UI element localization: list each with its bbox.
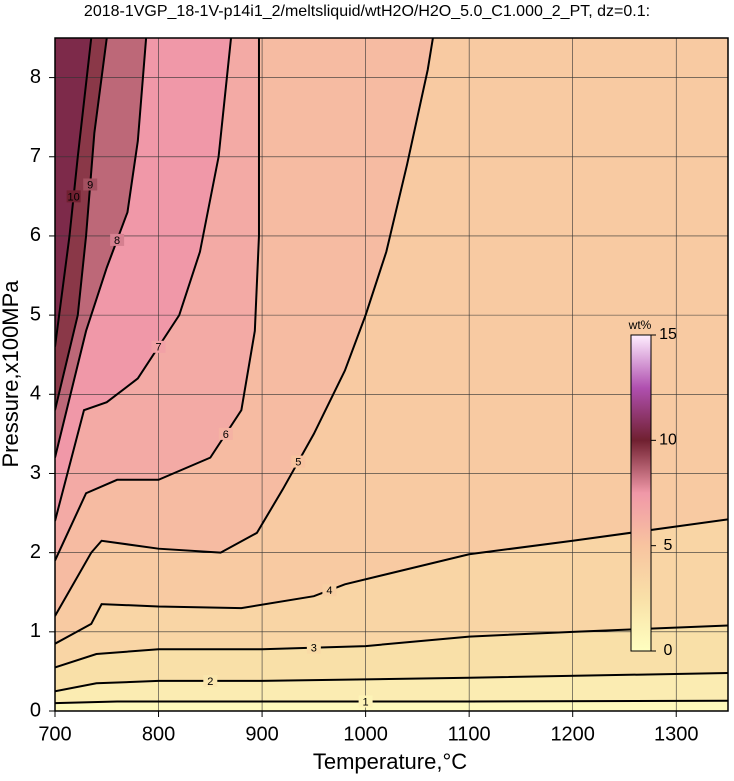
colorbar — [630, 334, 652, 652]
plot-area: 1 2 3 4 5 6 7 8 9 10 — [55, 38, 728, 711]
colorbar-tick-label: 0 — [664, 642, 673, 659]
x-tick-label: 1300 — [654, 723, 699, 745]
chart-title: 2018-1VGP_18-1V-p14i1_2/meltsliquid/wtH2… — [84, 3, 650, 20]
contour-label-bg — [291, 455, 306, 468]
contour-line — [55, 38, 260, 561]
y-tick-label: 1 — [30, 620, 41, 642]
x-tick-label: 1200 — [550, 723, 595, 745]
x-tick-label: 1100 — [448, 723, 491, 745]
contour-label-bg — [218, 427, 233, 440]
contour-label-bg — [358, 695, 373, 708]
contour-line — [55, 38, 108, 411]
contour-label-bg — [151, 340, 166, 353]
y-tick-label: 4 — [30, 383, 41, 405]
contour-label: 7 — [155, 342, 161, 354]
x-axis-label: Temperature,°C — [313, 749, 467, 774]
contour-line — [55, 518, 728, 645]
y-tick-label: 8 — [30, 66, 41, 88]
colorbar-label: wt% — [628, 318, 652, 332]
contour-label: 4 — [326, 585, 332, 597]
x-tick-label: 1000 — [343, 723, 388, 745]
colorbar-tick-label: 10 — [659, 432, 677, 449]
y-axis-label: Pressure,x100MPa — [0, 280, 23, 468]
x-tick-label: 800 — [142, 723, 175, 745]
contour-label: 3 — [311, 643, 317, 655]
contour-label: 6 — [223, 429, 229, 441]
y-tick-label: 0 — [30, 699, 41, 721]
colorbar-tick-label: 5 — [664, 537, 673, 554]
contour-label: 5 — [295, 457, 301, 469]
y-tick-label: 5 — [30, 303, 41, 325]
contour-line — [55, 38, 93, 347]
contour-label-bg — [306, 641, 321, 654]
contour-label-bg — [322, 584, 337, 597]
plot-frame — [54, 37, 729, 712]
y-tick-label: 6 — [30, 224, 41, 246]
x-tick-label: 900 — [245, 723, 278, 745]
contour-label-bg — [66, 190, 81, 203]
contour-label: 8 — [114, 235, 120, 247]
contour-label-bg — [110, 233, 125, 246]
contour-label: 10 — [68, 191, 80, 203]
contour-label: 2 — [207, 676, 213, 688]
contour-label-bg — [83, 178, 98, 191]
colorbar-tick-label: 15 — [659, 326, 677, 343]
y-tick-label: 7 — [30, 145, 41, 167]
y-tick-label: 3 — [30, 462, 41, 484]
contour-label: 9 — [87, 179, 93, 191]
y-tick-label: 2 — [30, 541, 41, 563]
contour-label: 1 — [363, 696, 369, 708]
contour-label-bg — [203, 674, 218, 687]
contour-line — [55, 699, 728, 705]
x-tick-label: 700 — [38, 723, 71, 745]
